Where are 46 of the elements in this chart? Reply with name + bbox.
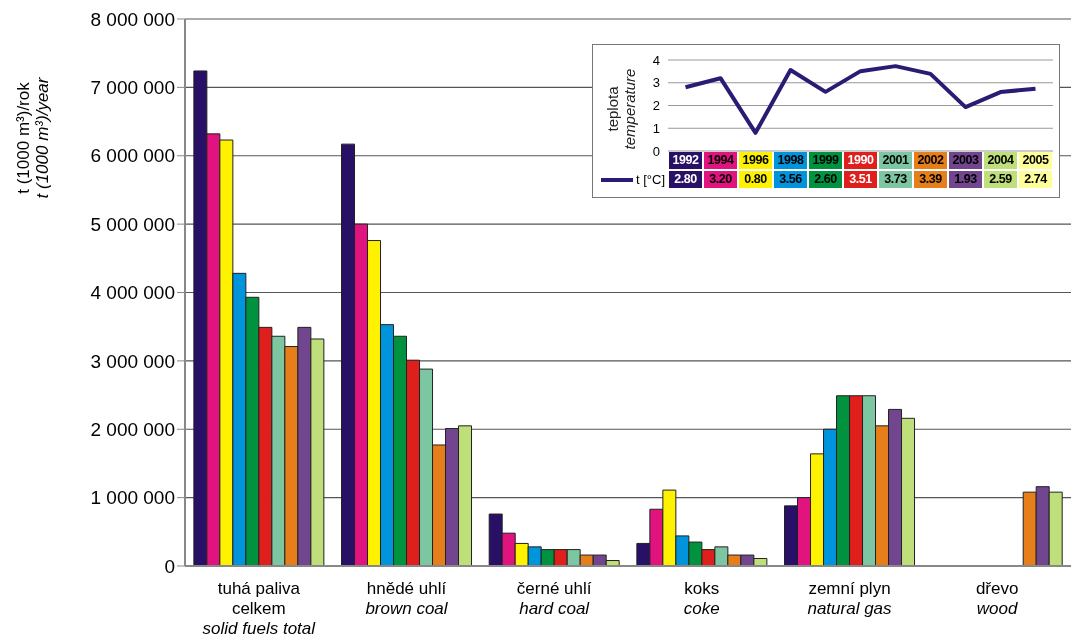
legend-label: t [°C] — [636, 172, 666, 187]
data-label: 3.39 — [914, 171, 947, 188]
data-label: 2.80 — [669, 171, 702, 188]
data-label: 3.56 — [774, 171, 807, 188]
y-tick-label: 5 000 000 — [90, 213, 175, 235]
x-tick-label: 1994 — [704, 152, 737, 169]
x-tick-label: 2005 — [1019, 152, 1052, 169]
x-tick-label: 1996 — [739, 152, 772, 169]
x-tick-label: koks coke — [683, 579, 720, 618]
y-tick-label: 1 — [652, 120, 660, 136]
x-tick-label: 1999 — [809, 152, 842, 169]
y-tick-label: 8 000 000 — [90, 8, 175, 30]
y-tick-label: 3 — [652, 75, 660, 91]
x-tick-label: 2001 — [879, 152, 912, 169]
y-tick-label: 4 000 000 — [90, 282, 175, 304]
y-axis-title: teplota temperature — [603, 68, 638, 150]
x-tick-label: 2004 — [984, 152, 1017, 169]
data-label: 1.93 — [949, 171, 982, 188]
x-tick-label: 2003 — [949, 152, 982, 169]
data-label: 2.60 — [809, 171, 842, 188]
y-axis-title: t (1000 m³)/rok t (1000 m³)/year — [14, 77, 53, 199]
x-tick-label: zemní plyn natural gas — [807, 579, 893, 618]
data-label: 3.51 — [844, 171, 877, 188]
x-tick-label: 1992 — [669, 152, 702, 169]
x-tick-label: 1998 — [774, 152, 807, 169]
x-tick-label: dřevo wood — [975, 579, 1019, 618]
y-tick-label: 0 — [652, 143, 660, 159]
y-tick-label: 4 — [652, 52, 660, 68]
y-tick-label: 1 000 000 — [90, 487, 175, 509]
y-tick-label: 3 000 000 — [90, 350, 175, 372]
line-series — [683, 64, 1038, 135]
data-label: 0.80 — [739, 171, 772, 188]
x-tick-label: černé uhlí hard coal — [516, 579, 592, 618]
y-tick-label: 2 000 000 — [90, 418, 175, 440]
y-tick-label: 6 000 000 — [90, 145, 175, 167]
data-label: 2.59 — [984, 171, 1017, 188]
data-label: 3.20 — [704, 171, 737, 188]
data-label: 3.73 — [879, 171, 912, 188]
y-tick-label: 7 000 000 — [90, 77, 175, 99]
x-tick-label: hnědé uhlí brown coal — [365, 579, 449, 618]
x-tick-label: 2002 — [914, 152, 947, 169]
y-tick-label: 0 — [164, 555, 175, 577]
x-tick-label: 1990 — [844, 152, 877, 169]
x-tick-label: tuhá paliva celkem solid fuels total — [202, 579, 317, 638]
y-tick-label: 2 — [652, 98, 660, 114]
data-label: 2.74 — [1019, 171, 1052, 188]
